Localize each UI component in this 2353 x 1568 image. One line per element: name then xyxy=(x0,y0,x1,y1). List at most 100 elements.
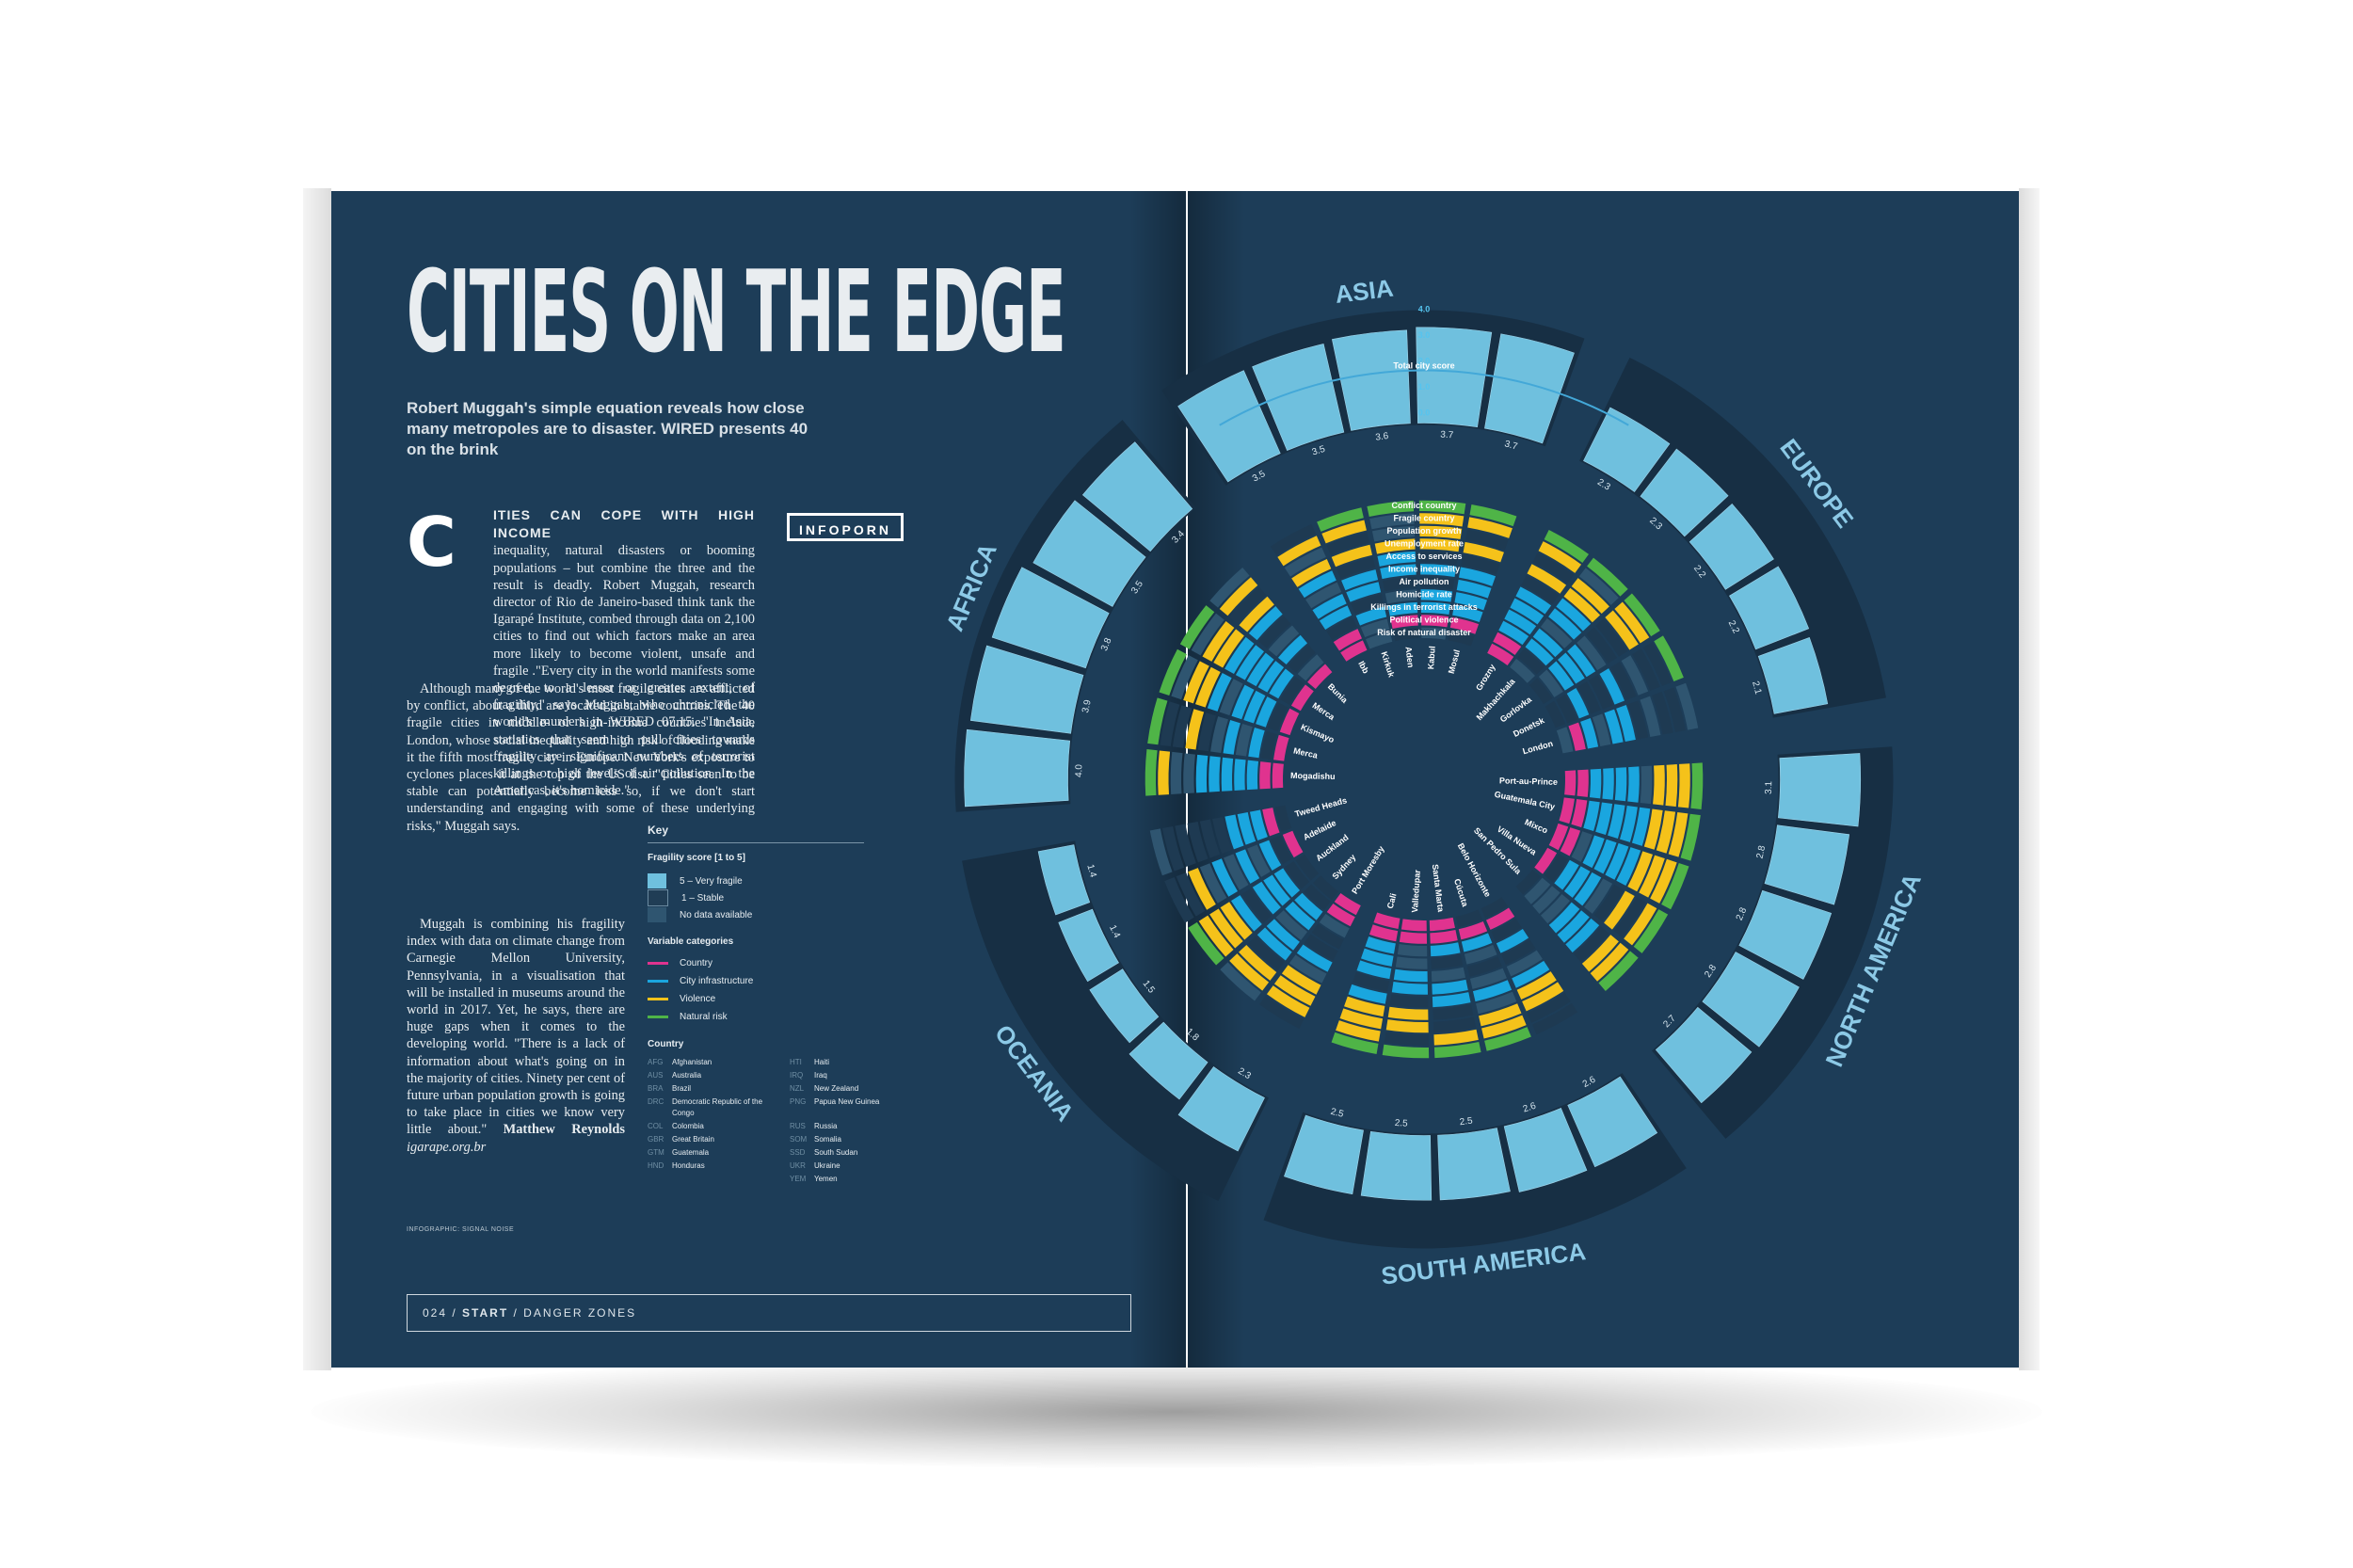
variable-cell xyxy=(1339,1008,1384,1030)
variable-cell xyxy=(1385,1019,1429,1033)
variable-cell xyxy=(1677,763,1690,808)
variable-cell xyxy=(1431,954,1464,969)
city-score-label: 2.8 xyxy=(1755,844,1769,859)
country-name: Afghanistan xyxy=(672,1058,712,1066)
article-subtitle: Robert Muggah's simple equation reveals … xyxy=(407,399,808,458)
variable-cell xyxy=(1544,854,1568,883)
category-violence: Violence xyxy=(648,990,864,1008)
country-code: YEM xyxy=(790,1175,807,1183)
variable-cell xyxy=(1262,808,1280,837)
city-score-bar xyxy=(1689,503,1774,590)
variable-cell xyxy=(1515,870,1541,895)
country-name: Guatemala xyxy=(672,1148,710,1157)
variable-cell xyxy=(1668,811,1689,857)
variable-cell xyxy=(1194,666,1221,708)
variable-cell xyxy=(1209,568,1250,608)
variable-cell xyxy=(1430,930,1458,944)
variable-cell xyxy=(1532,1002,1578,1035)
variable-cell xyxy=(1590,942,1629,982)
country-code: BRA xyxy=(648,1084,664,1093)
city-label: Port Moresby xyxy=(1350,844,1386,895)
country-code: SOM xyxy=(790,1135,808,1144)
city-score-label: 4.0 xyxy=(1074,764,1084,778)
country-name: Australia xyxy=(672,1071,702,1080)
variable-cell xyxy=(1331,1032,1379,1054)
variable-cell xyxy=(1288,645,1316,673)
variable-cell xyxy=(1159,648,1187,696)
variable-cell xyxy=(1260,730,1277,760)
variable-cell xyxy=(1263,874,1290,906)
city-score-label: 3.5 xyxy=(1251,469,1268,485)
body-paragraph-3: Muggah is combining his fragility index … xyxy=(407,917,625,1138)
variable-cell xyxy=(1675,682,1699,730)
variable-cell xyxy=(1234,759,1246,791)
variable-cell xyxy=(1613,897,1646,938)
city-label: Kirkuk xyxy=(1379,650,1396,680)
city-score-label: 2.6 xyxy=(1522,1101,1538,1115)
city-label: Sydney xyxy=(1330,853,1357,881)
variable-cell xyxy=(1506,950,1543,977)
variable-cell xyxy=(1285,901,1316,931)
variable-cell xyxy=(1619,806,1638,842)
variable-cell xyxy=(1319,913,1350,938)
variable-label: Income inequality xyxy=(1388,565,1460,574)
variable-cell xyxy=(1257,661,1285,693)
variable-cell xyxy=(1284,547,1326,577)
variable-cell xyxy=(1326,903,1355,927)
variable-cell xyxy=(1568,722,1586,751)
country-name: New Zealand xyxy=(814,1084,859,1093)
country-name: Honduras xyxy=(672,1161,705,1170)
variable-cell xyxy=(1449,616,1480,634)
country-code: HTI xyxy=(790,1058,802,1066)
variable-cell xyxy=(1538,669,1563,697)
variable-cell xyxy=(1421,627,1448,640)
variable-cell xyxy=(1209,908,1243,949)
variable-cell xyxy=(1582,835,1605,869)
variable-cell xyxy=(1382,1044,1430,1059)
variable-cell xyxy=(1663,687,1686,733)
variable-cell xyxy=(1432,979,1468,995)
country-name: Yemen xyxy=(814,1175,838,1183)
variable-cell xyxy=(1642,642,1673,686)
variable-cell xyxy=(1690,762,1704,810)
variable-cell xyxy=(1149,828,1173,876)
variable-cell xyxy=(1532,552,1575,584)
variable-cell xyxy=(1593,839,1617,874)
country-heading: Country xyxy=(648,1039,684,1049)
city-score-bar xyxy=(1655,1006,1753,1104)
variable-cell xyxy=(1319,605,1353,630)
city-label: Adelaide xyxy=(1302,818,1337,842)
variable-cell xyxy=(1367,500,1415,518)
city-score-label: 3.6 xyxy=(1375,431,1390,443)
variable-cell xyxy=(1534,847,1558,874)
variable-cell xyxy=(1433,1041,1481,1059)
variable-cell xyxy=(1643,808,1663,850)
city-label: Santa Marta xyxy=(1431,864,1446,914)
variable-cell xyxy=(1366,631,1393,649)
variable-cell xyxy=(1385,589,1417,604)
variable-cell xyxy=(1298,570,1337,599)
variable-cell xyxy=(1223,720,1241,755)
variable-cell xyxy=(1567,644,1596,678)
variable-cell xyxy=(1198,915,1234,957)
variable-cell xyxy=(1374,538,1416,554)
variable-cell xyxy=(1384,1032,1429,1046)
body-paragraph-2: Although many of the world's most fragil… xyxy=(407,681,755,834)
variable-cell xyxy=(1548,608,1582,640)
city-score-bar xyxy=(1037,844,1091,916)
variable-cell xyxy=(1389,994,1429,1008)
city-score-bar xyxy=(1058,908,1119,983)
variable-cell xyxy=(1281,965,1321,995)
variable-cell xyxy=(1271,835,1292,865)
footer-section[interactable]: START xyxy=(462,1306,509,1320)
city-score-label: 2.2 xyxy=(1726,619,1741,636)
variable-cell xyxy=(1235,723,1253,757)
variable-cell xyxy=(1614,767,1627,802)
variable-cell xyxy=(1401,919,1427,932)
variable-cell xyxy=(1256,696,1277,728)
page-footer: 024 / START / DANGER ZONES xyxy=(407,1294,1131,1332)
source-link[interactable]: igarape.org.br xyxy=(407,1139,487,1155)
variable-cell xyxy=(1498,620,1529,646)
variable-cell xyxy=(1162,825,1185,872)
variable-cell xyxy=(1277,634,1308,665)
